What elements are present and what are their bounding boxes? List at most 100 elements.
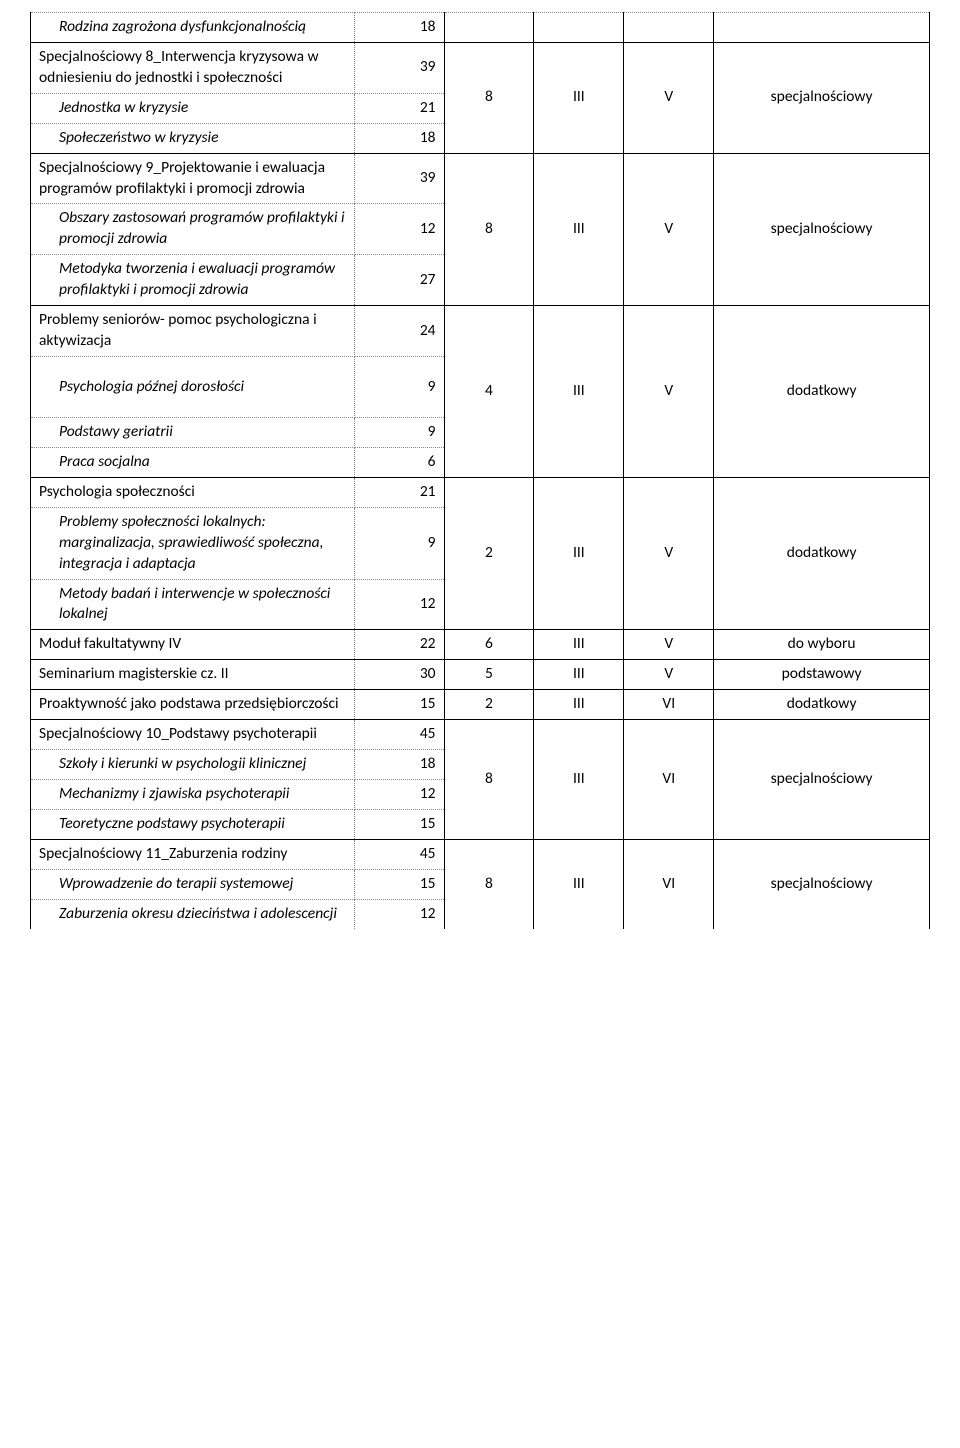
module-value: 45 (354, 720, 444, 750)
submodule-label: Metodyka tworzenia i ewaluacji programów… (31, 255, 355, 306)
group-col-5: V (624, 630, 714, 660)
group-col-6: specjalnościowy (714, 42, 930, 153)
module-value: 45 (354, 839, 444, 869)
module-label: Problemy seniorów- pomoc psychologiczna … (31, 306, 355, 357)
submodule-value: 12 (354, 779, 444, 809)
module-label: Psychologia społeczności (31, 477, 355, 507)
table-row: Moduł fakultatywny IV226IIIVdo wyboru (31, 630, 930, 660)
group-col-4: III (534, 477, 624, 630)
module-label: Moduł fakultatywny IV (31, 630, 355, 660)
table-row: Specjalnościowy 10_Podstawy psychoterapi… (31, 720, 930, 750)
module-value: 24 (354, 306, 444, 357)
group-col-3: 2 (444, 690, 534, 720)
module-value: 39 (354, 42, 444, 93)
submodule-label: Jednostka w kryzysie (31, 93, 355, 123)
submodule-value: 9 (354, 417, 444, 447)
submodule-label: Teoretyczne podstawy psychoterapii (31, 809, 355, 839)
group-col-5: V (624, 153, 714, 306)
group-col-5: V (624, 42, 714, 153)
group-col-6 (714, 13, 930, 43)
table-row: Specjalnościowy 11_Zaburzenia rodziny458… (31, 839, 930, 869)
submodule-value: 12 (354, 579, 444, 630)
group-col-3: 8 (444, 42, 534, 153)
group-col-3 (444, 13, 534, 43)
submodule-value: 27 (354, 255, 444, 306)
group-col-5 (624, 13, 714, 43)
group-col-6: dodatkowy (714, 477, 930, 630)
group-col-4: III (534, 306, 624, 478)
submodule-label: Psychologia późnej dorosłości (31, 356, 355, 417)
group-col-6: dodatkowy (714, 306, 930, 478)
submodule-label: Zaburzenia okresu dzieciństwa i adolesce… (31, 899, 355, 928)
group-col-6: do wyboru (714, 630, 930, 660)
submodule-value: 18 (354, 750, 444, 780)
table-body: Rodzina zagrożona dysfunkcjonalnością18S… (31, 13, 930, 929)
group-col-3: 4 (444, 306, 534, 478)
module-value: 15 (354, 690, 444, 720)
group-col-3: 6 (444, 630, 534, 660)
group-col-3: 2 (444, 477, 534, 630)
module-value: 30 (354, 660, 444, 690)
group-col-5: VI (624, 690, 714, 720)
module-value: 18 (354, 13, 444, 43)
group-col-6: specjalnościowy (714, 153, 930, 306)
group-col-4: III (534, 42, 624, 153)
table-row: Specjalnościowy 9_Projektowanie i ewalua… (31, 153, 930, 204)
table-row: Seminarium magisterskie cz. II305IIIVpod… (31, 660, 930, 690)
table-row: Proaktywność jako podstawa przedsiębiorc… (31, 690, 930, 720)
group-col-5: V (624, 477, 714, 630)
group-col-4: III (534, 720, 624, 840)
group-col-4: III (534, 690, 624, 720)
group-col-4: III (534, 153, 624, 306)
submodule-value: 21 (354, 93, 444, 123)
group-col-6: podstawowy (714, 660, 930, 690)
group-col-3: 8 (444, 153, 534, 306)
table-row: Psychologia społeczności212IIIVdodatkowy (31, 477, 930, 507)
submodule-label: Wprowadzenie do terapii systemowej (31, 869, 355, 899)
group-col-5: V (624, 660, 714, 690)
submodule-label: Metody badań i interwencje w społecznośc… (31, 579, 355, 630)
module-value: 39 (354, 153, 444, 204)
submodule-value: 15 (354, 809, 444, 839)
submodule-value: 6 (354, 447, 444, 477)
page: Rodzina zagrożona dysfunkcjonalnością18S… (0, 0, 960, 959)
module-value: 21 (354, 477, 444, 507)
submodule-label: Podstawy geriatrii (31, 417, 355, 447)
submodule-label: Mechanizmy i zjawiska psychoterapii (31, 779, 355, 809)
submodule-value: 9 (354, 507, 444, 579)
group-col-6: dodatkowy (714, 690, 930, 720)
submodule-value: 12 (354, 899, 444, 928)
module-value: 22 (354, 630, 444, 660)
submodule-label: Praca socjalna (31, 447, 355, 477)
table-row: Problemy seniorów- pomoc psychologiczna … (31, 306, 930, 357)
group-col-4: III (534, 630, 624, 660)
module-label: Rodzina zagrożona dysfunkcjonalnością (31, 13, 355, 43)
group-col-5: VI (624, 839, 714, 928)
module-label: Proaktywność jako podstawa przedsiębiorc… (31, 690, 355, 720)
group-col-4: III (534, 660, 624, 690)
curriculum-table: Rodzina zagrożona dysfunkcjonalnością18S… (30, 12, 930, 929)
group-col-5: V (624, 306, 714, 478)
group-col-6: specjalnościowy (714, 839, 930, 928)
submodule-label: Obszary zastosowań programów profilaktyk… (31, 204, 355, 255)
module-label: Specjalnościowy 8_Interwencja kryzysowa … (31, 42, 355, 93)
submodule-value: 18 (354, 123, 444, 153)
module-label: Specjalnościowy 11_Zaburzenia rodziny (31, 839, 355, 869)
module-label: Seminarium magisterskie cz. II (31, 660, 355, 690)
submodule-value: 15 (354, 869, 444, 899)
group-col-6: specjalnościowy (714, 720, 930, 840)
group-col-3: 5 (444, 660, 534, 690)
group-col-3: 8 (444, 720, 534, 840)
group-col-4: III (534, 839, 624, 928)
group-col-4 (534, 13, 624, 43)
submodule-value: 12 (354, 204, 444, 255)
module-label: Specjalnościowy 9_Projektowanie i ewalua… (31, 153, 355, 204)
submodule-label: Społeczeństwo w kryzysie (31, 123, 355, 153)
submodule-label: Szkoły i kierunki w psychologii kliniczn… (31, 750, 355, 780)
module-label: Specjalnościowy 10_Podstawy psychoterapi… (31, 720, 355, 750)
submodule-value: 9 (354, 356, 444, 417)
table-row: Specjalnościowy 8_Interwencja kryzysowa … (31, 42, 930, 93)
table-row: Rodzina zagrożona dysfunkcjonalnością18 (31, 13, 930, 43)
group-col-5: VI (624, 720, 714, 840)
submodule-label: Problemy społeczności lokalnych: margina… (31, 507, 355, 579)
